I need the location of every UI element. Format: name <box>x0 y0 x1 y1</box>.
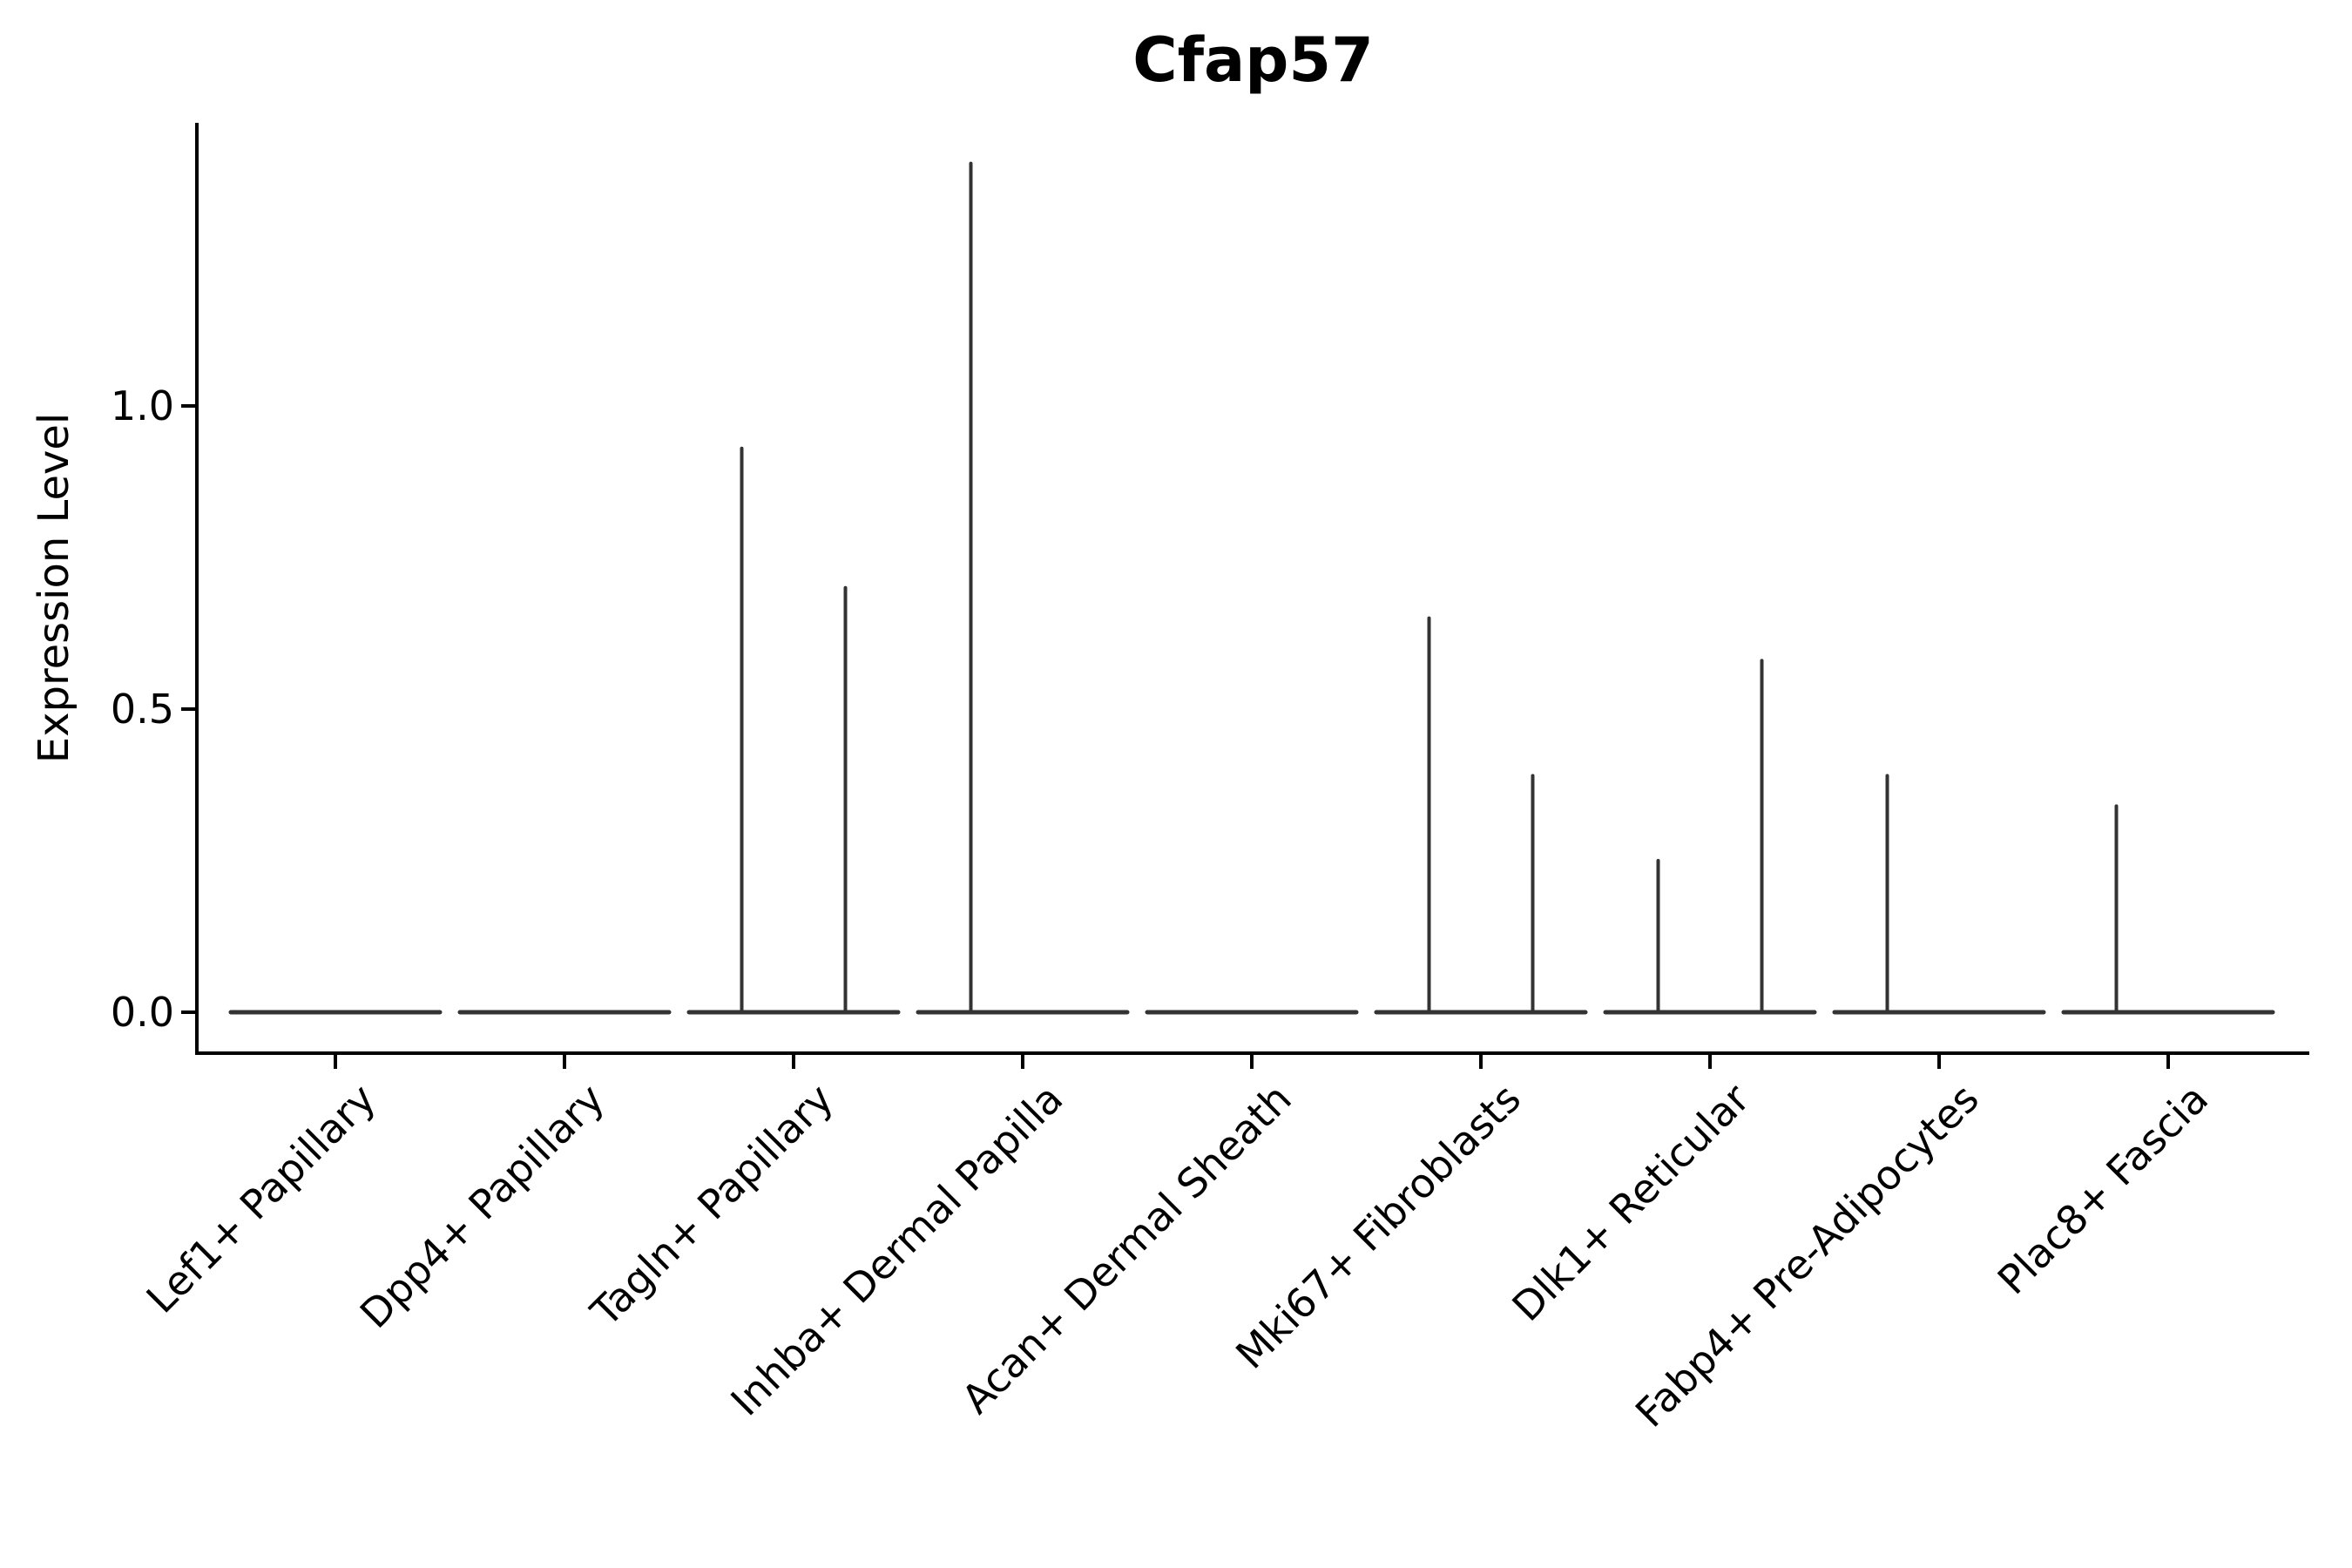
y-tick-label: 0.0 <box>110 989 174 1036</box>
y-tick-label: 0.5 <box>110 686 174 733</box>
chart-title: Cfap57 <box>1132 24 1374 96</box>
y-tick-label: 1.0 <box>110 382 174 429</box>
